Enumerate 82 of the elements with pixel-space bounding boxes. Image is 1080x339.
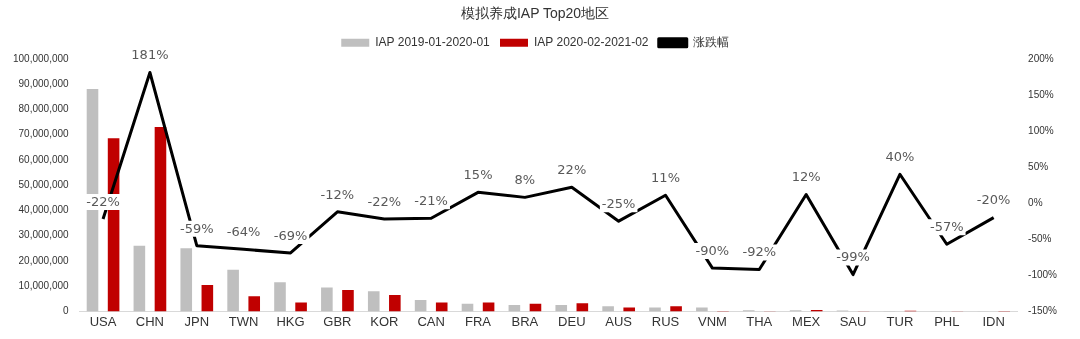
y-tick-label: 60,000,000 bbox=[18, 153, 70, 165]
y-tick-label: 50,000,000 bbox=[18, 178, 70, 190]
y2-tick-label: 50% bbox=[1028, 160, 1049, 172]
y-tick-label: 40,000,000 bbox=[18, 204, 70, 216]
x-tick-label: THA bbox=[746, 313, 773, 329]
x-tick-label: CHN bbox=[135, 313, 165, 329]
y2-tick-label: -100% bbox=[1028, 269, 1058, 281]
data-label: -22% bbox=[86, 193, 120, 209]
data-label: -20% bbox=[976, 192, 1011, 208]
bar bbox=[321, 287, 333, 312]
bar bbox=[602, 306, 614, 312]
bar bbox=[201, 284, 214, 312]
x-tick-label: TWN bbox=[228, 313, 259, 329]
x-tick-label: PHL bbox=[934, 313, 960, 329]
legend-label: 涨跌幅 bbox=[692, 35, 729, 50]
bar bbox=[342, 289, 354, 312]
data-label: -22% bbox=[367, 193, 402, 209]
data-label: -21% bbox=[414, 193, 448, 209]
x-tick-label: MEX bbox=[792, 313, 821, 329]
y2-tick-label: -150% bbox=[1028, 305, 1058, 317]
data-label: -92% bbox=[742, 244, 777, 260]
bar bbox=[154, 127, 167, 312]
data-label: -69% bbox=[273, 227, 308, 243]
data-label: -59% bbox=[180, 220, 214, 236]
data-label: 40% bbox=[885, 149, 915, 165]
bar bbox=[180, 248, 193, 312]
data-label: -12% bbox=[320, 186, 355, 202]
legend-label: IAP 2020-02-2021-02 bbox=[534, 35, 649, 50]
y-tick-label: 0 bbox=[63, 305, 70, 317]
bar bbox=[389, 294, 401, 312]
x-tick-label: FRA bbox=[465, 313, 492, 329]
y-tick-label: 70,000,000 bbox=[18, 128, 70, 140]
bar bbox=[274, 282, 286, 312]
data-label: -57% bbox=[929, 219, 964, 235]
data-label: -90% bbox=[695, 242, 730, 258]
x-tick-label: GBR bbox=[323, 313, 352, 329]
x-tick-label: AUS bbox=[605, 313, 633, 329]
x-tick-label: SAU bbox=[839, 313, 867, 329]
bar bbox=[508, 305, 521, 312]
x-tick-label: USA bbox=[89, 313, 117, 329]
x-tick-label: BRA bbox=[511, 313, 539, 329]
x-tick-label: TUR bbox=[886, 313, 914, 329]
y-tick-label: 80,000,000 bbox=[18, 103, 70, 115]
data-label: 15% bbox=[463, 167, 493, 183]
x-tick-label: VNM bbox=[697, 313, 727, 329]
x-tick-label: HKG bbox=[276, 313, 305, 329]
x-tick-label: CAN bbox=[417, 313, 445, 329]
x-tick-label: DEU bbox=[558, 313, 586, 329]
y-tick-label: 90,000,000 bbox=[18, 77, 70, 89]
y2-tick-label: 150% bbox=[1028, 88, 1054, 100]
y-tick-label: 10,000,000 bbox=[18, 279, 70, 291]
data-label: -99% bbox=[836, 249, 870, 265]
x-tick-label: IDN bbox=[982, 313, 1005, 329]
bar bbox=[555, 305, 568, 312]
bar bbox=[367, 291, 380, 312]
y-tick-label: 100,000,000 bbox=[12, 52, 70, 64]
data-label: -64% bbox=[226, 224, 261, 240]
bar bbox=[414, 300, 427, 312]
data-label: -25% bbox=[601, 196, 636, 212]
bar bbox=[576, 303, 589, 312]
bar bbox=[670, 306, 682, 312]
x-tick-label: KOR bbox=[370, 313, 399, 329]
bar bbox=[435, 302, 448, 312]
y2-tick-label: 100% bbox=[1028, 124, 1054, 136]
bar bbox=[133, 245, 146, 312]
data-label: 8% bbox=[514, 172, 536, 188]
y-tick-label: 20,000,000 bbox=[18, 254, 70, 266]
x-tick-label: RUS bbox=[651, 313, 680, 329]
y2-tick-label: -50% bbox=[1028, 232, 1052, 244]
bar bbox=[248, 296, 261, 312]
y2-tick-label: 200% bbox=[1028, 52, 1054, 64]
legend-label: IAP 2019-01-2020-01 bbox=[375, 35, 491, 50]
data-label: 12% bbox=[791, 169, 821, 185]
data-label: 181% bbox=[131, 47, 169, 63]
x-tick-label: JPN bbox=[184, 313, 210, 329]
y-tick-label: 30,000,000 bbox=[18, 229, 70, 241]
bar bbox=[295, 302, 307, 312]
bar bbox=[227, 269, 239, 312]
data-label: 11% bbox=[651, 170, 680, 186]
chart-title: 模拟养成IAP Top20地区 bbox=[460, 5, 610, 22]
y2-tick-label: 0% bbox=[1028, 196, 1043, 208]
data-label: 22% bbox=[557, 162, 587, 178]
